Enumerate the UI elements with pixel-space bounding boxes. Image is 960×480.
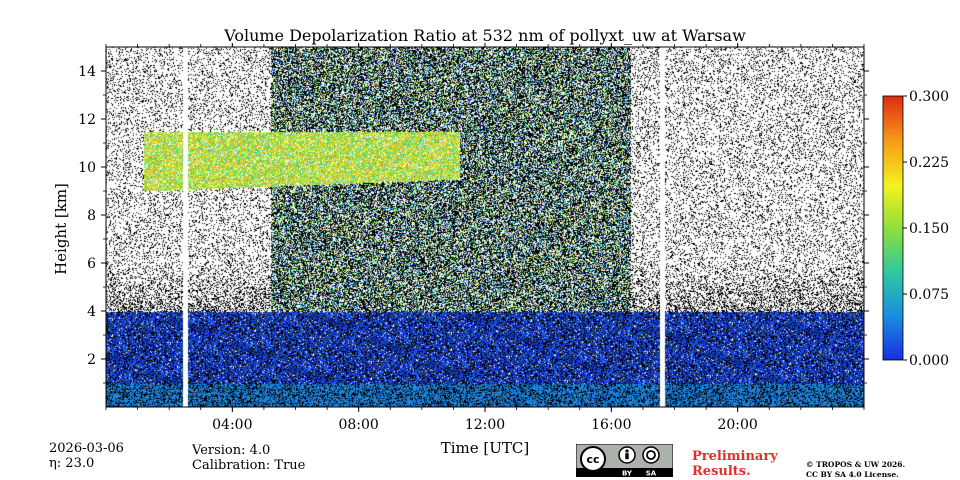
info-version-block: Version: 4.0 Calibration: True [192,443,305,473]
colorbar-tick-label: 0.150 [909,221,949,237]
y-tick-label: 10 [78,160,96,176]
colorbar-gradient [882,95,904,361]
x-tick-label: 04:00 [212,417,252,433]
colorbar-tick-label: 0.075 [909,287,949,303]
heatmap-raster [106,47,864,407]
preliminary-results-note: Preliminary Results. [692,449,778,479]
y-tick-label: 2 [87,352,96,368]
by-label: BY [622,470,633,478]
y-axis-label: Height [km] [52,183,70,275]
cc-by-sa-license-logo: cc BY SA [576,444,673,477]
x-tick-label: 20:00 [717,417,757,433]
colorbar: 0.000 0.075 0.150 0.225 0.300 [882,89,949,369]
cc-icon [580,446,606,472]
info-date-block: 2026-03-06 η: 23.0 [49,441,124,471]
y-tick-label: 4 [87,304,96,320]
eta-text: η: 23.0 [49,456,95,471]
x-tick-label: 16:00 [591,417,631,433]
version-text: Version: 4.0 [192,443,271,458]
copyright-line-2: CC BY SA 4.0 License. [806,470,899,479]
sa-icon [642,446,660,464]
y-tick-label: 6 [87,256,96,272]
colorbar-tick-label: 0.225 [909,155,949,171]
y-tick-label: 14 [78,64,96,80]
copyright-note: © TROPOS & UW 2026. CC BY SA 4.0 License… [806,460,905,480]
colorbar-tick-label: 0.300 [909,89,949,105]
y-tick-label: 12 [78,112,96,128]
colorbar-ticks: 0.000 0.075 0.150 0.225 0.300 [903,89,949,369]
x-tick-label: 08:00 [338,417,378,433]
sa-label: SA [646,470,657,478]
cc-icon-text: cc [586,453,599,466]
x-axis-label: Time [UTC] [441,439,530,457]
calibration-text: Calibration: True [192,458,306,473]
y-tick-label: 8 [87,208,96,224]
y-axis: 2 4 6 8 10 12 14 [78,64,869,384]
colorbar-tick-label: 0.000 [909,353,949,369]
chart-title: Volume Depolarization Ratio at 532 nm of… [223,26,746,45]
preliminary-line-1: Preliminary [692,449,778,464]
depolarization-heatmap [106,47,864,407]
preliminary-line-2: Results. [692,464,751,479]
x-axis: 04:00 08:00 12:00 16:00 20:00 [105,43,865,433]
plot-area [105,46,865,408]
x-tick-label: 12:00 [465,417,505,433]
date-text: 2026-03-06 [49,441,124,456]
copyright-line-1: © TROPOS & UW 2026. [806,460,906,469]
